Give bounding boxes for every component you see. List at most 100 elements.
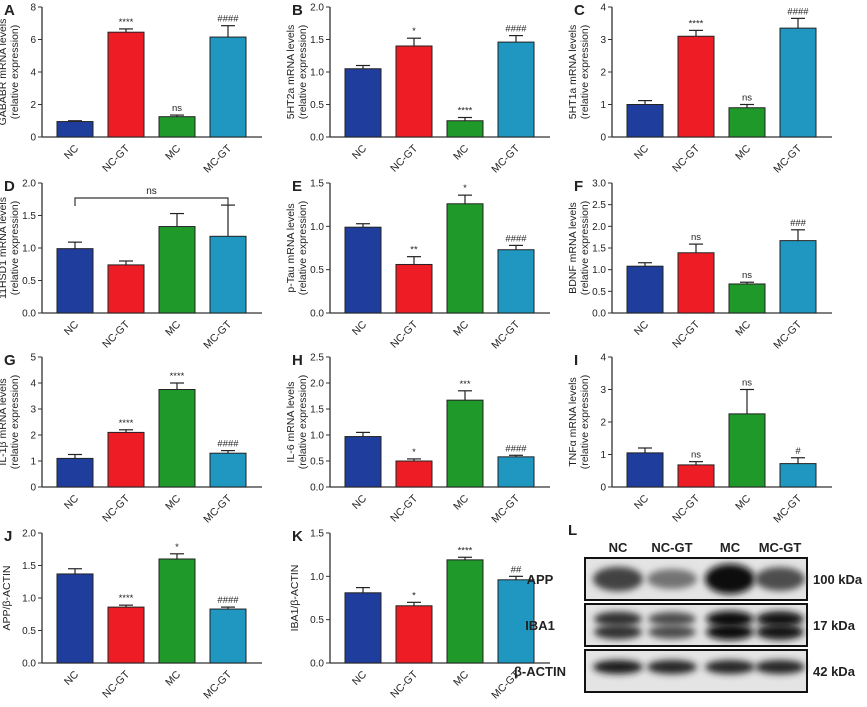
x-tick-label: NC-GT xyxy=(388,142,420,174)
x-tick-label: NC-GT xyxy=(100,318,132,350)
y-tick-label: 2 xyxy=(600,418,606,429)
x-tick-label: NC-GT xyxy=(388,492,420,524)
y-tick-label: 3 xyxy=(600,35,606,46)
lane-label: NC xyxy=(609,540,628,555)
bar-nc xyxy=(626,104,664,138)
y-tick-label: 0 xyxy=(600,483,606,494)
y-tick-label: 0 xyxy=(600,133,606,144)
y-axis-label: p-Tau mRNA levels xyxy=(285,203,297,292)
x-tick-label: NC xyxy=(350,492,370,512)
significance-label: *** xyxy=(459,379,470,390)
significance-label: * xyxy=(412,26,416,37)
y-tick-label: 5 xyxy=(30,353,36,364)
bar-mc xyxy=(728,107,766,138)
y-axis-label: IBA1/β-ACTIN xyxy=(289,565,301,632)
bar-mc xyxy=(446,120,484,138)
y-tick-label: 4 xyxy=(30,379,36,390)
y-axis-label: APP/β-ACTIN xyxy=(1,566,13,631)
molecular-weight-label: 17 kDa xyxy=(813,618,856,633)
x-tick-label: MC xyxy=(451,492,471,512)
y-tick-label: 1.0 xyxy=(592,265,606,276)
y-tick-label: 3 xyxy=(30,405,36,416)
y-tick-label: 2 xyxy=(600,68,606,79)
bar-nc xyxy=(56,248,94,314)
y-tick-label: 1 xyxy=(600,100,606,111)
protein-label: APP xyxy=(527,572,554,587)
x-tick-label: NC xyxy=(62,318,82,338)
bar-nc-gt xyxy=(395,263,433,314)
x-tick-label: MC xyxy=(733,492,753,512)
y-axis-label: (relative expression) xyxy=(297,375,309,470)
bar-mc xyxy=(446,559,484,664)
x-tick-label: MC xyxy=(163,318,183,338)
significance-label: #### xyxy=(217,439,239,450)
bar-nc xyxy=(56,573,94,664)
x-tick-label: MC xyxy=(733,142,753,162)
x-tick-label: MC-GT xyxy=(489,492,522,525)
y-tick-label: 0.0 xyxy=(310,659,324,670)
y-tick-label: 0.5 xyxy=(310,265,324,276)
y-tick-label: 1.0 xyxy=(22,594,36,605)
y-tick-label: 2.0 xyxy=(310,3,324,14)
y-axis-label: 11HSD1 mRNA levels xyxy=(0,197,9,299)
panel-letter: D xyxy=(4,178,15,195)
significance-label: # xyxy=(795,446,801,457)
x-tick-label: NC xyxy=(350,668,370,688)
panel-letter: G xyxy=(4,352,16,369)
bar-mc-gt xyxy=(779,463,817,488)
y-tick-label: 1.0 xyxy=(310,431,324,442)
x-tick-label: MC-GT xyxy=(201,142,234,175)
protein-band xyxy=(647,568,697,590)
x-tick-label: NC-GT xyxy=(388,668,420,700)
y-tick-label: 0.0 xyxy=(22,309,36,320)
panel-letter: I xyxy=(574,352,578,369)
y-tick-label: 1.5 xyxy=(22,211,36,222)
bar-nc-gt xyxy=(107,264,145,314)
y-tick-label: 0.5 xyxy=(592,287,606,298)
bar-mc-gt xyxy=(497,249,535,314)
x-tick-label: MC xyxy=(451,318,471,338)
x-tick-label: MC-GT xyxy=(489,318,522,351)
y-tick-label: 1.0 xyxy=(310,222,324,233)
protein-band xyxy=(756,624,804,640)
lane-label: MC xyxy=(720,540,741,555)
panel-letter: L xyxy=(568,522,577,539)
y-axis-label: (relative expression) xyxy=(579,25,591,120)
x-tick-label: MC-GT xyxy=(771,142,804,175)
panel-letter: A xyxy=(4,2,15,19)
x-tick-label: MC-GT xyxy=(201,318,234,351)
bar-nc xyxy=(344,592,382,664)
protein-band xyxy=(755,660,805,674)
significance-label: ## xyxy=(511,564,522,575)
y-tick-label: 0.5 xyxy=(310,615,324,626)
y-tick-label: 0.5 xyxy=(22,626,36,637)
significance-label: #### xyxy=(505,24,527,35)
panel-i: I TNFα mRNA levels (relative expression) 0 1… xyxy=(567,352,832,525)
protein-band xyxy=(705,660,755,674)
bar-mc-gt xyxy=(209,452,247,488)
y-axis-label: (relative expression) xyxy=(579,201,591,296)
y-tick-label: 1.5 xyxy=(592,244,606,255)
protein-band xyxy=(648,612,696,626)
bar-mc-gt xyxy=(497,579,535,664)
bar-nc-gt xyxy=(395,45,433,138)
y-tick-label: 3 xyxy=(600,385,606,396)
panel-e: Ep-Tau mRNA levels (relative expression)0… xyxy=(285,178,550,351)
panel-letter: C xyxy=(574,2,585,19)
bar-nc-gt xyxy=(677,464,715,488)
y-tick-label: 2 xyxy=(30,431,36,442)
y-tick-label: 0 xyxy=(30,483,36,494)
bar-nc-gt xyxy=(677,35,715,138)
x-tick-label: MC xyxy=(163,142,183,162)
y-axis-label: (relative expression) xyxy=(579,375,591,470)
significance-label: **** xyxy=(458,545,473,556)
significance-label: ### xyxy=(790,218,807,229)
y-tick-label: 0 xyxy=(30,133,36,144)
significance-label: #### xyxy=(217,595,239,606)
x-tick-label: MC xyxy=(451,668,471,688)
y-tick-label: 4 xyxy=(600,3,606,14)
significance-label: ns xyxy=(172,103,182,114)
bar-mc xyxy=(728,283,766,314)
bar-mc-gt xyxy=(209,36,247,138)
